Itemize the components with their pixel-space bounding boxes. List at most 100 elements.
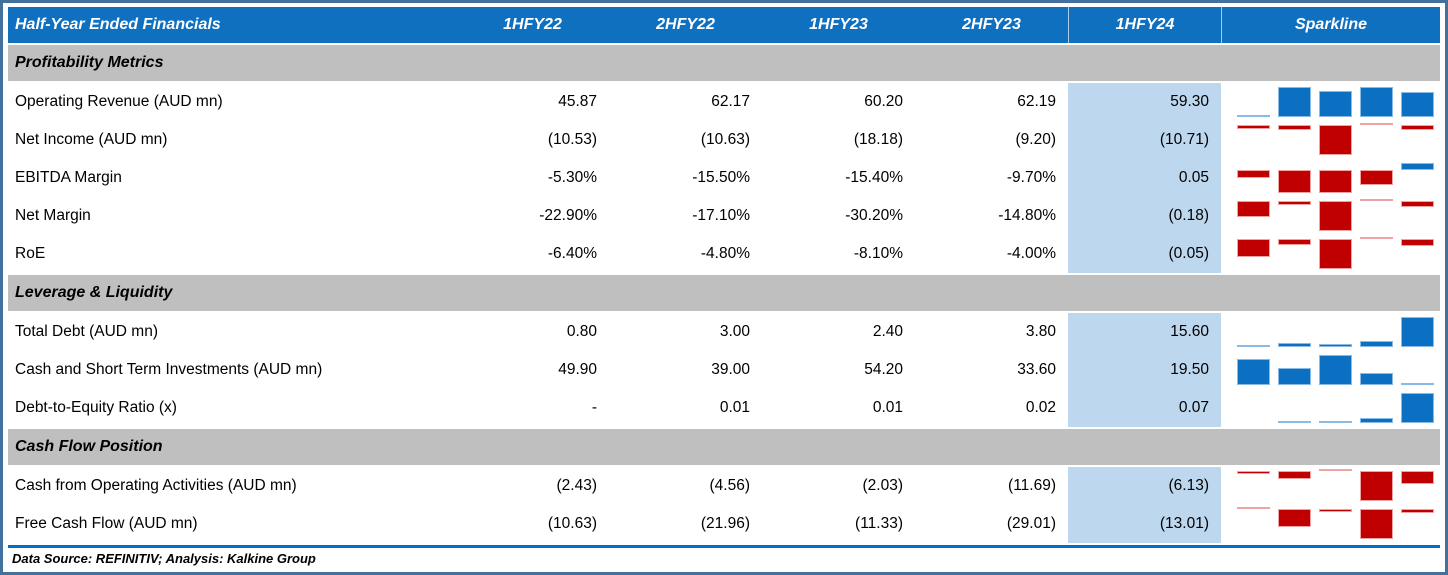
value-cell: -15.40% — [845, 169, 903, 186]
value-cell: (10.53) — [547, 131, 597, 148]
sparkline-bar — [1360, 471, 1393, 501]
sparkline-bar — [1401, 382, 1434, 385]
sparkline-cell — [1221, 159, 1440, 197]
sparkline-cell — [1221, 235, 1440, 273]
header-col-1hfy23: 1HFY23 — [809, 16, 868, 33]
value-cell-highlighted: 0.07 — [1068, 389, 1221, 427]
value-cell: (2.43) — [556, 477, 598, 494]
value-cell: -6.40% — [547, 245, 597, 262]
sparkline-bar — [1319, 170, 1352, 193]
sparkline-bar — [1319, 90, 1352, 117]
value-cell: (11.33) — [855, 515, 903, 532]
footer-note: Data Source: REFINITIV; Analysis: Kalkin… — [12, 551, 316, 566]
value-cell: 60.20 — [864, 93, 903, 110]
value-cell-highlighted: 0.05 — [1068, 159, 1221, 197]
row-label: EBITDA Margin — [15, 169, 122, 186]
sparkline-cell — [1221, 313, 1440, 351]
value-cell-highlighted: (13.01) — [1068, 505, 1221, 543]
data-row: Debt-to-Equity Ratio (x) - 0.01 0.01 0.02 0.0… — [8, 389, 1440, 427]
row-label: Net Margin — [15, 207, 91, 224]
value-cell: 0.01 — [872, 399, 903, 416]
sparkline-bar — [1319, 125, 1352, 155]
value-cell-highlighted: 59.30 — [1068, 83, 1221, 121]
row-label: Free Cash Flow (AUD mn) — [15, 515, 198, 532]
value-cell: 33.60 — [1017, 361, 1056, 378]
data-row: Net Margin -22.90% -17.10% -30.20% -14.80% (0… — [8, 197, 1440, 235]
sparkline-cell — [1221, 467, 1440, 505]
sparkline-bar — [1401, 393, 1434, 423]
value-cell: 0.01 — [719, 399, 750, 416]
sparkline-cell — [1221, 121, 1440, 159]
sparkline-bar — [1401, 317, 1434, 347]
sparkline-bar — [1401, 92, 1434, 117]
value-cell: -14.80% — [998, 207, 1056, 224]
sparkline-bar — [1237, 344, 1270, 347]
value-cell: (2.03) — [862, 477, 904, 494]
footer-rule — [8, 545, 1440, 548]
data-row: Cash and Short Term Investments (AUD mn)… — [8, 351, 1440, 389]
sparkline-cell — [1221, 197, 1440, 235]
value-cell: -5.30% — [547, 169, 597, 186]
sparkline-bar — [1237, 471, 1270, 474]
value-cell: -9.70% — [1006, 169, 1056, 186]
sparkline-cell — [1221, 389, 1440, 427]
row-label: Operating Revenue (AUD mn) — [15, 93, 223, 110]
data-row: Total Debt (AUD mn) 0.80 3.00 2.40 3.80 15.60 — [8, 313, 1440, 351]
header-col-1hfy24: 1HFY24 — [1068, 7, 1221, 43]
section-header: Profitability Metrics — [8, 45, 1440, 81]
sparkline-bar — [1278, 342, 1311, 347]
sparkline-bar — [1278, 125, 1311, 130]
sparkline-bar — [1360, 198, 1393, 201]
value-cell: (9.20) — [1015, 131, 1057, 148]
row-label: Cash and Short Term Investments (AUD mn) — [15, 361, 323, 378]
value-cell: 0.02 — [1025, 399, 1056, 416]
value-cell: 45.87 — [558, 93, 597, 110]
value-cell-highlighted: 19.50 — [1068, 351, 1221, 389]
value-cell: (4.56) — [709, 477, 751, 494]
sparkline-bar — [1237, 239, 1270, 257]
sparkline-bar — [1360, 418, 1393, 423]
value-cell: (11.69) — [1008, 477, 1056, 494]
row-label: Cash from Operating Activities (AUD mn) — [15, 477, 297, 494]
sparkline-bar — [1401, 201, 1434, 208]
value-cell-highlighted: (0.05) — [1068, 235, 1221, 273]
data-row: Cash from Operating Activities (AUD mn) (… — [8, 467, 1440, 505]
sparkline-cell — [1221, 351, 1440, 389]
sparkline-bar — [1401, 125, 1434, 131]
sparkline-bar — [1319, 201, 1352, 231]
sparkline-bar — [1319, 239, 1352, 269]
value-cell: (10.63) — [700, 131, 750, 148]
data-row: Free Cash Flow (AUD mn) (10.63) (21.96) (11… — [8, 505, 1440, 543]
value-cell: (10.63) — [547, 515, 597, 532]
table-body: Profitability Metrics Operating Revenue (… — [8, 45, 1440, 543]
sparkline-bar — [1360, 372, 1393, 385]
value-cell: 2.40 — [872, 323, 903, 340]
value-cell: - — [591, 399, 597, 416]
header-row: Half-Year Ended Financials 1HFY22 2HFY22… — [8, 7, 1440, 43]
sparkline-bar — [1278, 368, 1311, 385]
sparkline-bar — [1401, 471, 1434, 484]
row-label: Debt-to-Equity Ratio (x) — [15, 399, 177, 416]
value-cell: 62.17 — [711, 93, 750, 110]
sparkline-bar — [1360, 87, 1393, 117]
row-label: RoE — [15, 245, 46, 262]
sparkline-cell — [1221, 83, 1440, 121]
row-label: Total Debt (AUD mn) — [15, 323, 158, 340]
value-cell: -15.50% — [692, 169, 750, 186]
value-cell: -8.10% — [853, 245, 903, 262]
sparkline-bar — [1278, 471, 1311, 479]
sparkline-bar — [1360, 236, 1393, 239]
value-cell: 49.90 — [558, 361, 597, 378]
value-cell: -17.10% — [692, 207, 750, 224]
sparkline-bar — [1360, 509, 1393, 539]
value-cell: 0.80 — [566, 323, 597, 340]
sparkline-bar — [1237, 125, 1270, 130]
value-cell: 3.00 — [719, 323, 750, 340]
sparkline-bar — [1237, 114, 1270, 117]
sparkline-bar — [1278, 201, 1311, 206]
header-col-2hfy23: 2HFY23 — [962, 16, 1021, 33]
sparkline-bar — [1278, 87, 1311, 117]
section-header: Leverage & Liquidity — [8, 275, 1440, 311]
sparkline-bar — [1319, 420, 1352, 423]
